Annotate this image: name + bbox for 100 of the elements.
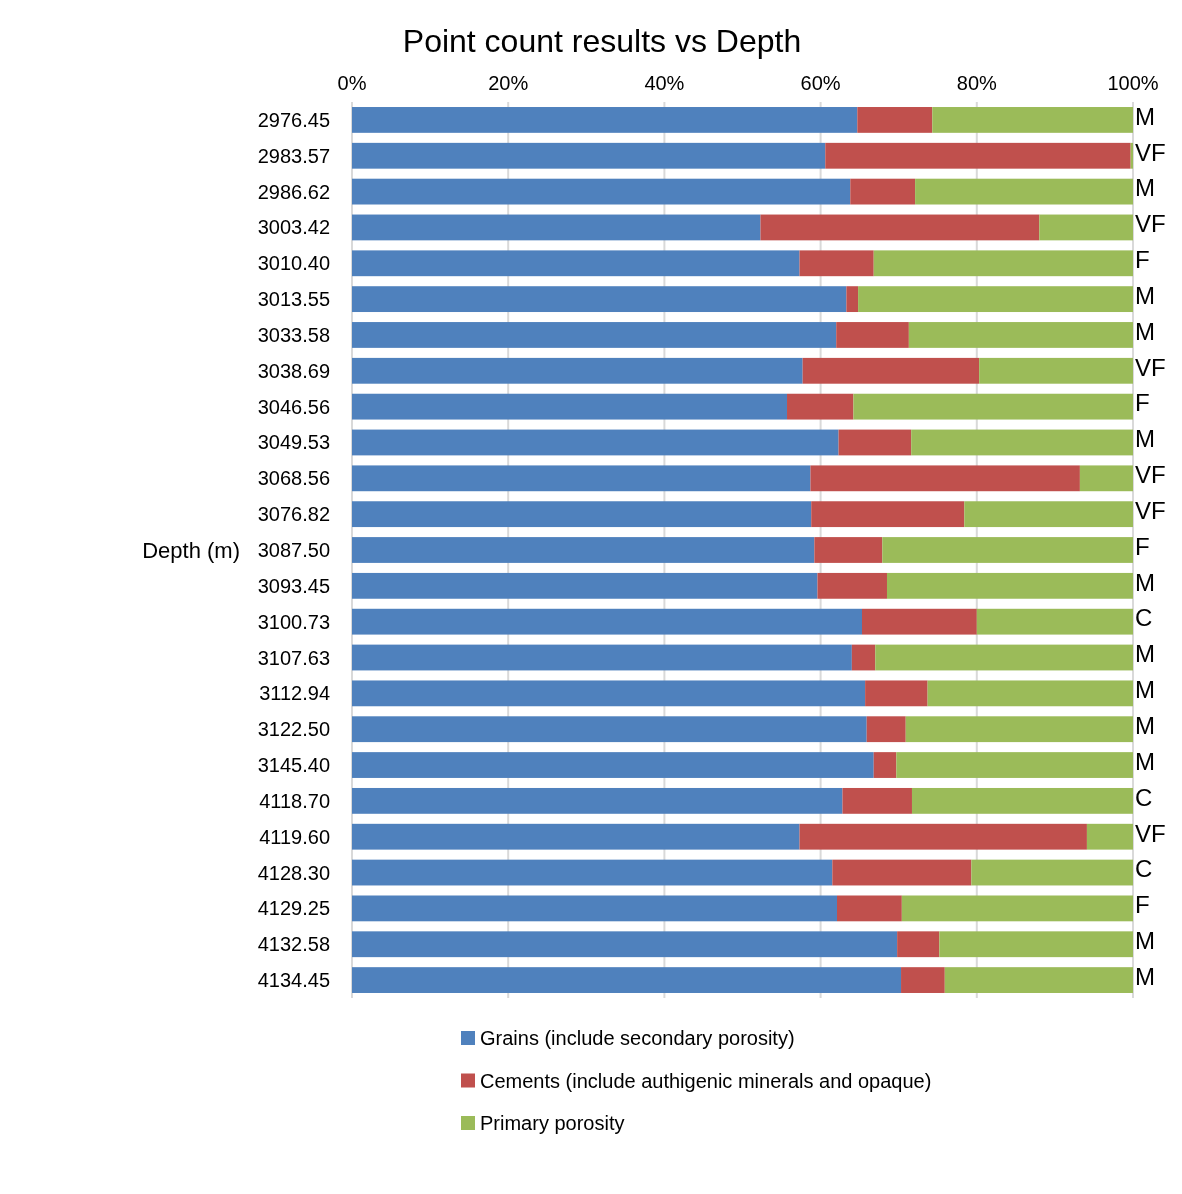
bar xyxy=(352,680,866,707)
text: F xyxy=(1135,246,1150,274)
bar xyxy=(866,716,906,743)
bar xyxy=(802,357,980,384)
bar xyxy=(905,716,1133,743)
bar xyxy=(842,787,912,814)
text: M xyxy=(1135,676,1155,704)
bar xyxy=(352,322,837,348)
text: M xyxy=(1135,102,1155,130)
bar xyxy=(838,429,912,456)
text: VF xyxy=(1135,819,1166,847)
text: VF xyxy=(1135,210,1166,238)
bar xyxy=(832,859,972,886)
bar xyxy=(911,429,1133,456)
y-tick-label: 3049.53 xyxy=(257,431,330,454)
y-tick-label: 2983.57 xyxy=(257,144,330,167)
bar xyxy=(760,214,1040,241)
y-axis-title: Depth (m) xyxy=(142,537,240,563)
text: F xyxy=(1135,891,1150,919)
bar xyxy=(352,250,800,277)
bar xyxy=(836,322,909,348)
y-tick-label: 4134.45 xyxy=(257,969,330,992)
y-tick-label: 3087.50 xyxy=(257,539,330,561)
text: C xyxy=(1135,604,1153,632)
bar xyxy=(857,107,933,133)
bar xyxy=(352,214,761,241)
bar xyxy=(352,178,851,205)
legend-label: Primary porosity xyxy=(480,1112,625,1134)
bar xyxy=(352,608,862,635)
bar xyxy=(1086,823,1133,850)
y-tick-label: 3107.63 xyxy=(257,646,330,669)
y-tick-label: 3112.94 xyxy=(259,682,330,705)
bar xyxy=(861,608,977,635)
bar xyxy=(853,393,1133,420)
bar xyxy=(886,572,1133,599)
y-tick-label: 3076.82 xyxy=(257,503,330,526)
text: VF xyxy=(1135,138,1166,166)
y-tick-label: 4128.30 xyxy=(257,861,330,884)
bar xyxy=(901,895,1133,922)
bar xyxy=(1039,214,1133,241)
bar xyxy=(352,752,874,778)
y-tick-label: 3038.69 xyxy=(257,359,330,382)
legend-label: Grains (include secondary porosity) xyxy=(480,1027,795,1049)
text: M xyxy=(1135,927,1155,955)
bar xyxy=(352,429,839,456)
y-tick-label: 3010.40 xyxy=(257,252,330,275)
bar xyxy=(911,787,1133,814)
bar xyxy=(825,142,1131,169)
bar xyxy=(908,322,1133,348)
bar xyxy=(964,501,1133,528)
bar xyxy=(352,644,852,671)
text: C xyxy=(1135,855,1153,883)
x-tick-label: 0% xyxy=(337,72,367,94)
x-tick-label: 20% xyxy=(488,72,529,94)
y-tick-label: 4118.70 xyxy=(259,789,330,812)
bar xyxy=(865,680,928,707)
bar xyxy=(352,393,788,420)
bar xyxy=(944,967,1133,993)
bar xyxy=(873,250,1133,277)
chart-title: Point count results vs Depth xyxy=(402,23,802,59)
bar xyxy=(352,967,902,993)
bar xyxy=(814,537,883,563)
text: M xyxy=(1135,281,1155,309)
bar xyxy=(901,967,945,993)
text: M xyxy=(1135,747,1155,775)
bar xyxy=(971,859,1133,886)
bar xyxy=(873,752,897,778)
text: F xyxy=(1135,389,1150,417)
x-tick-label: 60% xyxy=(800,72,841,94)
bar xyxy=(811,501,965,528)
text: F xyxy=(1135,532,1150,560)
bar xyxy=(846,286,859,313)
x-tick-label: 40% xyxy=(644,72,685,94)
y-tick-label: 3100.73 xyxy=(257,610,330,633)
y-tick-label: 3068.56 xyxy=(257,467,330,490)
bar xyxy=(850,178,916,205)
text: M xyxy=(1135,712,1155,739)
bar xyxy=(875,644,1133,671)
bar xyxy=(352,142,826,169)
bar xyxy=(352,572,818,599)
text: VF xyxy=(1135,496,1166,524)
y-tick-label: 3003.42 xyxy=(257,216,330,239)
bar xyxy=(352,716,867,743)
bar xyxy=(810,465,1080,492)
y-tick-label: 3046.56 xyxy=(257,395,330,418)
bar xyxy=(352,357,803,384)
y-tick-label: 3145.40 xyxy=(257,754,330,777)
bar xyxy=(352,895,837,922)
text: M xyxy=(1135,962,1155,990)
bar xyxy=(352,107,858,133)
bar xyxy=(897,931,940,958)
y-tick-label: 2986.62 xyxy=(257,180,330,203)
legend-label: Cements (include authigenic minerals and opaque) xyxy=(480,1069,932,1092)
bar xyxy=(352,501,812,528)
y-tick-label: 3093.45 xyxy=(257,574,330,597)
bar xyxy=(352,931,898,958)
x-tick-label: 100% xyxy=(1107,72,1159,94)
text: M xyxy=(1135,640,1155,668)
bar xyxy=(799,823,1087,850)
bar xyxy=(787,393,854,420)
